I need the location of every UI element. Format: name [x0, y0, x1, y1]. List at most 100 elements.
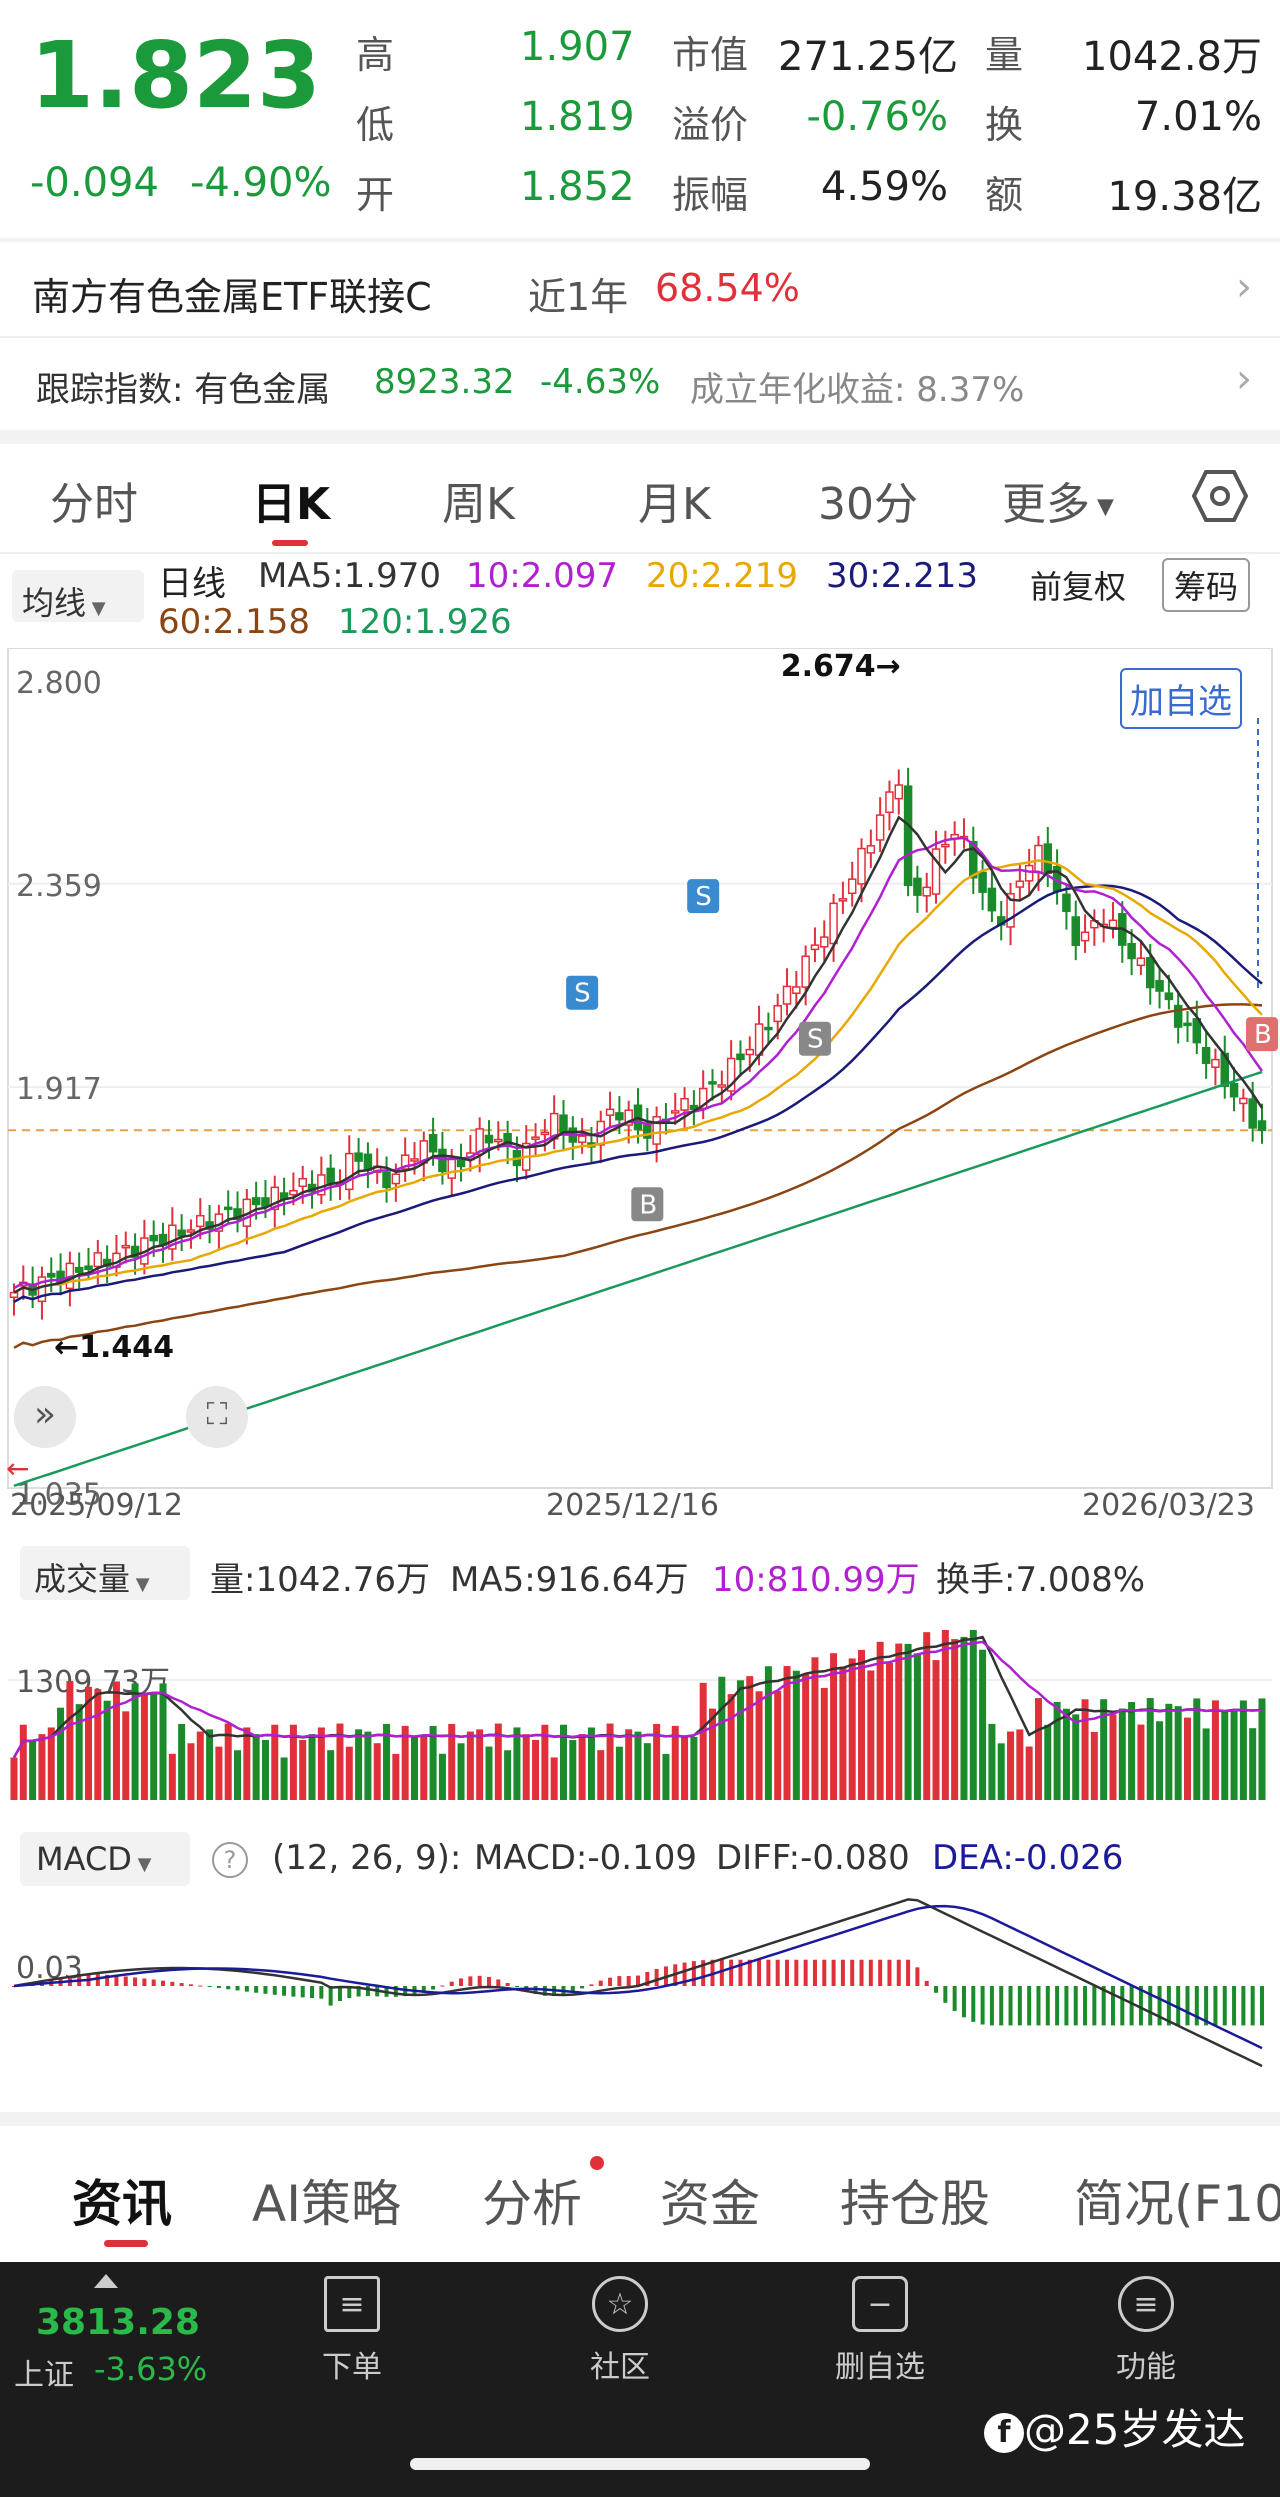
- volume-bar: [438, 1753, 446, 1800]
- candle-body: [1006, 893, 1015, 928]
- market-index-widget[interactable]: 3813.28 上证 -3.63%: [0, 2262, 230, 2402]
- trade-badge-label: S: [695, 882, 712, 912]
- caret-down-icon: ▼: [1090, 494, 1114, 520]
- volume-bar: [1081, 1699, 1089, 1800]
- macd-histogram-bar: [971, 1986, 976, 2022]
- watermark: f @25岁发达: [984, 2396, 1245, 2457]
- volume-bar: [979, 1649, 987, 1800]
- candle-body: [233, 1208, 242, 1221]
- macd-params: (12, 26, 9):: [272, 1838, 462, 1878]
- candle-body: [866, 845, 876, 854]
- market-index-change: -3.63%: [94, 2350, 208, 2388]
- tab-30min[interactable]: 30分: [818, 479, 918, 530]
- volume-bar: [858, 1649, 866, 1800]
- candle-body: [1034, 844, 1043, 874]
- tab-active-indicator: [104, 2240, 148, 2247]
- macd-histogram-bar: [850, 1959, 855, 1986]
- add-watchlist-button[interactable]: 加自选: [1120, 668, 1242, 729]
- ma5-value: MA5:1.970: [258, 556, 442, 596]
- macd-histogram-bar: [421, 1986, 426, 1993]
- trade-badge-label: S: [574, 979, 591, 1009]
- chips-button[interactable]: 筹码: [1162, 558, 1251, 612]
- kline-chart[interactable]: 2.800 2.359 1.917 1.035 2.674→ ←1.444 S S S B B: [0, 648, 1280, 1528]
- fullscreen-icon[interactable]: ⛶: [186, 1386, 248, 1448]
- expand-arrows-icon[interactable]: »: [14, 1386, 76, 1448]
- volume-bar: [1230, 1711, 1238, 1800]
- volume-bar: [401, 1725, 409, 1800]
- scroll-left-icon[interactable]: ←: [6, 1452, 30, 1485]
- macd-histogram-bar: [133, 1977, 138, 1986]
- candle-body: [298, 1177, 307, 1188]
- volume-bar: [653, 1723, 661, 1800]
- tab-daily-k[interactable]: 日K: [252, 479, 331, 530]
- candle-body: [447, 1158, 456, 1179]
- macd-histogram-bar: [207, 1986, 212, 1987]
- macd-histogram-bar: [775, 1959, 780, 1986]
- tab-analysis[interactable]: 分析: [482, 2175, 582, 2233]
- volume-bar: [904, 1643, 912, 1800]
- nav-remove-watchlist[interactable]: − 删自选: [810, 2262, 950, 2386]
- ma-selector[interactable]: 均线 ▼: [12, 570, 144, 622]
- settings-hexagon-icon[interactable]: [1192, 468, 1248, 524]
- stat-label: 量: [985, 33, 1024, 77]
- tab-intraday[interactable]: 分时: [50, 479, 138, 530]
- candle-body: [354, 1152, 363, 1162]
- turnover-value: 换手:7.008%: [936, 1560, 1146, 1600]
- tab-holdings[interactable]: 持仓股: [840, 2175, 990, 2233]
- dea-line: [13, 1904, 1263, 2050]
- tab-monthly-k[interactable]: 月K: [638, 479, 711, 530]
- macd-selector[interactable]: MACD ▼: [20, 1832, 190, 1886]
- volume-bar: [261, 1739, 269, 1800]
- macd-diff: DIFF:-0.080: [716, 1838, 910, 1878]
- ma-selector-label: 均线: [22, 584, 87, 622]
- volume-bar: [94, 1689, 102, 1800]
- volume-bar: [19, 1724, 27, 1800]
- macd-histogram-bar: [812, 1959, 817, 1986]
- volume-bar: [85, 1686, 93, 1800]
- macd-histogram-bar: [1232, 1986, 1237, 2026]
- macd-histogram-bar: [319, 1986, 324, 1999]
- help-icon[interactable]: ?: [212, 1842, 248, 1878]
- stat-value: 1.852: [520, 164, 635, 210]
- candle-body: [1043, 843, 1053, 875]
- volume-selector[interactable]: 成交量 ▼: [20, 1546, 190, 1600]
- tab-ai-strategy[interactable]: AI策略: [252, 2175, 401, 2233]
- nav-order[interactable]: ≡ 下单: [282, 2262, 422, 2386]
- nav-community[interactable]: ☆ 社区: [550, 2262, 690, 2386]
- tab-weekly-k[interactable]: 周K: [442, 479, 515, 530]
- volume-chart[interactable]: 1309.73万: [0, 1600, 1280, 1810]
- volume-bar: [792, 1670, 800, 1800]
- tab-more[interactable]: 更多 ▼: [1002, 468, 1114, 532]
- candle-body: [615, 1112, 624, 1121]
- candle-body: [1183, 1022, 1192, 1027]
- macd-histogram-bar: [496, 1979, 501, 1986]
- last-price: 1.823: [30, 22, 322, 129]
- document-icon: ≡: [324, 2276, 380, 2332]
- tab-more-label: 更多: [1002, 479, 1090, 530]
- macd-histogram-bar: [1027, 1986, 1032, 2026]
- fund-row[interactable]: 南方有色金属ETF联接C 近1年 68.54% ›: [0, 244, 1280, 336]
- macd-histogram-bar: [757, 1959, 762, 1986]
- volume-bar: [541, 1724, 549, 1800]
- macd-histogram-bar: [598, 1980, 603, 1986]
- index-row[interactable]: 跟踪指数: 有色金属 8923.32 -4.63% 成立年化收益: 8.37% …: [0, 340, 1280, 428]
- macd-histogram-bar: [263, 1986, 268, 1994]
- candle-body: [428, 1134, 438, 1153]
- candle-body: [736, 1053, 745, 1061]
- macd-chart[interactable]: 0.03: [0, 1888, 1280, 2088]
- macd-histogram-bar: [1204, 1986, 1209, 2026]
- candle-body: [1024, 864, 1034, 882]
- volume-bar: [1053, 1701, 1061, 1800]
- nav-functions[interactable]: ≡ 功能: [1076, 2262, 1216, 2386]
- volume-bar: [1239, 1700, 1247, 1800]
- candle-body: [93, 1252, 103, 1268]
- tab-profile[interactable]: 简况(F10: [1074, 2175, 1280, 2233]
- volume-bar: [140, 1694, 148, 1800]
- volume-bar: [1258, 1698, 1266, 1800]
- adjust-mode[interactable]: 前复权: [1030, 568, 1127, 606]
- tab-news[interactable]: 资讯: [72, 2175, 172, 2233]
- macd-histogram-bar: [254, 1986, 259, 1993]
- nav-order-label: 下单: [322, 2350, 382, 2385]
- tab-funds[interactable]: 资金: [660, 2175, 760, 2233]
- macd-histogram-bar: [1101, 1986, 1106, 2026]
